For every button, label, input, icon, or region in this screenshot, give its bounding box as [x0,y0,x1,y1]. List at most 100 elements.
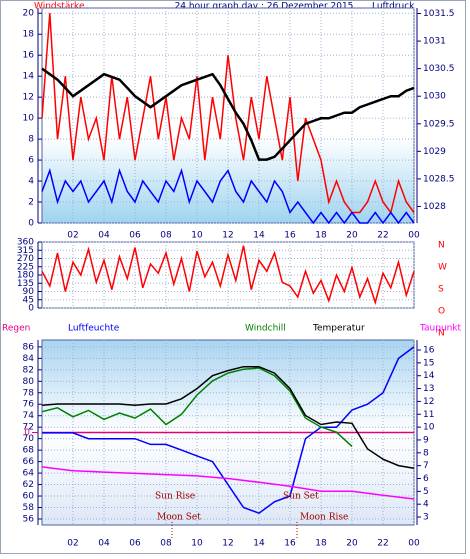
y-tick-label: 180 [17,271,34,281]
x-tick-label: 22 [377,539,388,549]
y2-tick-label: 15 [423,358,434,368]
x-tick-label: 08 [160,539,172,549]
y2-axis-label: Luftdruck [372,2,415,12]
y-tick-label: 72 [23,423,34,433]
y-tick-label: 20 [23,9,35,19]
y-tick-label: 45 [23,295,34,305]
legend-windchill: Windchill [245,324,286,334]
y-tick-label: 0 [28,219,34,229]
x-tick-label: 04 [98,231,110,241]
y2-tick-label: 13 [423,384,434,394]
y-tick-label: 6 [28,156,34,166]
x-tick-label: 16 [284,539,296,549]
y2-tick-label: 11 [423,410,434,420]
y-axis-label: Windstärke [34,2,85,12]
y-tick-label: 70 [23,434,35,444]
y2-tick-label: 7 [423,461,429,471]
x-tick-label: 02 [67,539,78,549]
x-tick-label: 08 [160,231,172,241]
y-tick-label: 90 [23,287,35,297]
series-line [41,365,415,469]
y-tick-label: 225 [17,262,34,272]
y-tick-label: 0 [28,304,34,314]
plot-area [41,7,415,224]
x-tick-label: 02 [67,231,78,241]
x-tick-label: 10 [191,231,203,241]
y-tick-label: 76 [23,400,35,410]
y-tick-label: 68 [23,446,35,456]
series-line [41,466,415,500]
series-line [42,346,415,515]
x-tick-label: 22 [377,231,388,241]
y-tick-label: 16 [23,51,35,61]
y-tick-label: 270 [17,254,34,264]
y2-tick-label: 1030 [423,92,446,102]
y2-tick-label: 12 [423,397,434,407]
legend-taupunkt: Taupunkt [419,324,462,334]
x-tick-label: 20 [346,539,358,549]
x-tick-label: 12 [222,539,233,549]
y2-tick-label: 1029.5 [423,119,455,129]
y2-tick-label: 1031 [423,37,446,47]
y-tick-label: 78 [23,388,35,398]
annotation: Moon Set [157,513,201,523]
y2-tick-label: 9 [423,435,429,445]
y-tick-label: 12 [23,93,34,103]
chart-title: 24 hour graph day : 26 Dezember 2015 [175,2,354,12]
x-tick-label: 00 [408,539,420,549]
y-tick-label: 64 [23,469,35,479]
direction-label: N [438,329,445,339]
y-tick-label: 62 [23,480,34,490]
y-tick-label: 14 [23,72,35,82]
y3-tick-label: 0 [24,428,30,438]
y2-tick-label: 5 [423,487,429,497]
y2-tick-label: 1028.5 [423,174,455,184]
legend-regen: Regen [2,324,30,334]
y-tick-label: 66 [23,457,35,467]
series-line [41,67,415,161]
x-tick-label: 06 [129,539,141,549]
y-tick-label: 2 [28,198,34,208]
series-line [41,245,415,306]
direction-label: N [438,241,445,251]
x-tick-label: 04 [98,539,110,549]
x-tick-label: 14 [253,231,265,241]
x-tick-label: 20 [346,231,358,241]
x-tick-label: 18 [315,539,327,549]
x-tick-label: 16 [284,231,296,241]
x-tick-label: 10 [191,539,203,549]
y-tick-label: 74 [23,411,35,421]
direction-label: W [438,263,447,273]
x-tick-label: 12 [222,231,233,241]
series-line [41,367,353,447]
annotation: Sun Set [283,492,319,502]
series-line [41,168,415,225]
y2-tick-label: 16 [423,346,435,356]
y2-tick-label: 3 [423,513,429,523]
y-tick-label: 56 [23,514,35,524]
y-tick-label: 58 [23,503,35,513]
y2-tick-label: 1028 [423,202,446,212]
x-tick-label: 18 [315,231,327,241]
y2-tick-label: 1029 [423,147,446,157]
y-tick-label: 18 [23,30,35,40]
y2-tick-label: 6 [423,474,429,484]
direction-label: O [438,307,445,317]
y2-tick-label: 8 [423,448,429,458]
y2-tick-label: 10 [423,423,435,433]
legend-temperatur: Temperatur [312,324,365,334]
annotation: Sun Rise [155,492,195,502]
y-tick-label: 360 [17,238,34,248]
x-tick-label: 00 [408,231,420,241]
y-tick-label: 8 [28,135,34,145]
x-tick-label: 06 [129,231,141,241]
y-tick-label: 10 [23,114,35,124]
y2-tick-label: 14 [423,371,435,381]
y-tick-label: 4 [28,177,34,187]
direction-label: S [438,285,444,295]
y2-tick-label: 1031.5 [423,9,455,19]
x-tick-label: 14 [253,539,265,549]
y-tick-label: 60 [23,492,35,502]
y2-tick-label: 1030.5 [423,64,455,74]
